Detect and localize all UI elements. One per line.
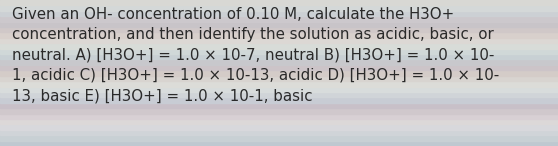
Bar [0, 124, 558, 130]
Bar [0, 92, 558, 97]
Bar [0, 76, 558, 81]
Bar [0, 81, 558, 87]
Bar [0, 114, 558, 119]
Bar [0, 108, 558, 114]
Bar [0, 97, 558, 103]
Bar [0, 87, 558, 92]
Bar [0, 54, 558, 59]
Bar [0, 65, 558, 70]
Bar [0, 141, 558, 146]
Bar [0, 11, 558, 16]
Bar [0, 27, 558, 32]
Bar [0, 0, 558, 5]
Bar [0, 130, 558, 135]
Bar [0, 43, 558, 49]
Bar [0, 59, 558, 65]
Bar [0, 119, 558, 124]
Bar [0, 49, 558, 54]
Text: Given an OH- concentration of 0.10 M, calculate the H3O+
concentration, and then: Given an OH- concentration of 0.10 M, ca… [12, 7, 499, 103]
Bar [0, 5, 558, 11]
Bar [0, 103, 558, 108]
Bar [0, 135, 558, 141]
Bar [0, 38, 558, 43]
Bar [0, 32, 558, 38]
Bar [0, 16, 558, 22]
Bar [0, 22, 558, 27]
Bar [0, 70, 558, 76]
